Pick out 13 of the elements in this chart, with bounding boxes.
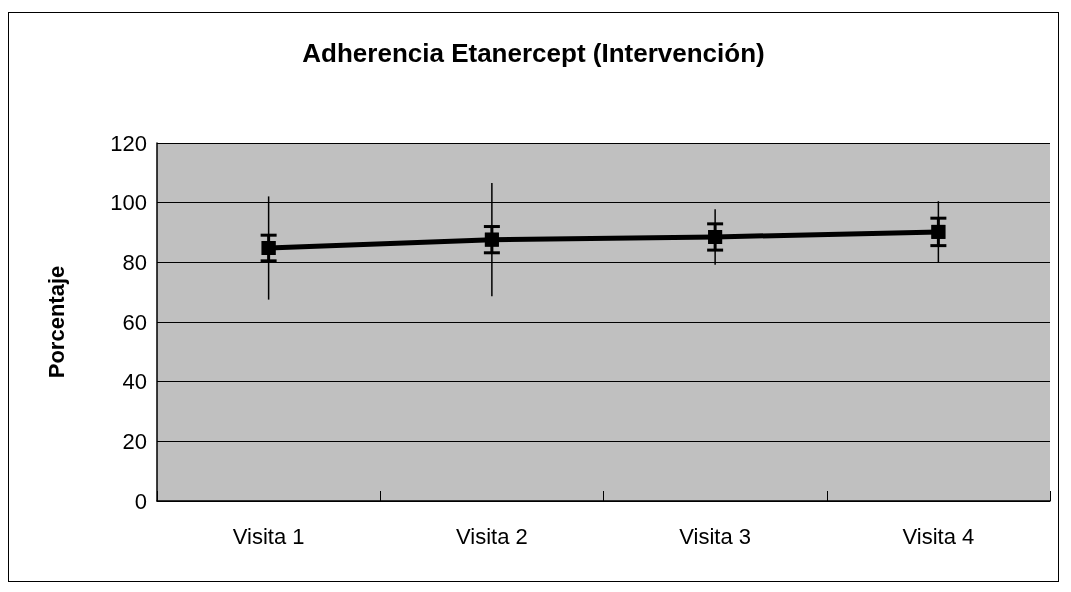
- y-tick-label: 0: [134, 488, 147, 514]
- y-tick-label: 100: [110, 190, 147, 216]
- y-tick-label: 80: [122, 249, 147, 275]
- y-axis-title: Porcentaje: [43, 265, 69, 379]
- y-tick-label: 20: [122, 428, 147, 454]
- y-tick-label: 120: [110, 130, 147, 156]
- x-tick-label: Visita 1: [232, 523, 305, 549]
- x-tick-label: Visita 3: [679, 523, 751, 549]
- x-tick-label: Visita 2: [456, 523, 528, 549]
- y-tick-label: 40: [122, 369, 147, 395]
- x-tick-label: Visita 4: [902, 523, 975, 549]
- y-tick-label: 60: [122, 309, 147, 335]
- chart-title: Adherencia Etanercept (Intervención): [302, 38, 765, 68]
